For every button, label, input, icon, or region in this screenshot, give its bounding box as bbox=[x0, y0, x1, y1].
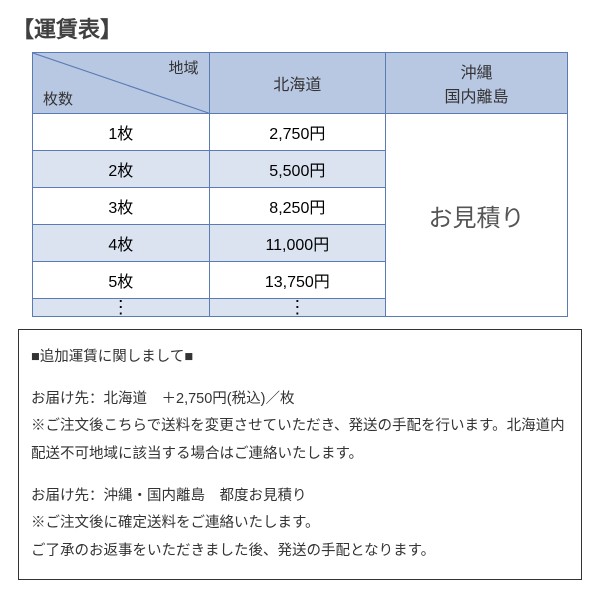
qty-cell: 1枚 bbox=[33, 114, 210, 151]
header-hokkaido: 北海道 bbox=[209, 53, 386, 114]
notes-line: ※ご注文後に確定送料をご連絡いたします。 bbox=[31, 510, 569, 538]
vdots-cell: ⋮ bbox=[209, 299, 386, 317]
price-cell: 5,500円 bbox=[209, 151, 386, 188]
vdots-cell: ⋮ bbox=[33, 299, 210, 317]
notes-heading: ■追加運賃に関しまして■ bbox=[31, 344, 569, 372]
header-region-label: 地域 bbox=[169, 57, 199, 78]
notes-line: お届け先：沖縄・国内離島 都度お見積り bbox=[31, 483, 569, 511]
notes-line: ※ご注文後こちらで送料を変更させていただき、発送の手配を行います。北海道内配送不… bbox=[31, 413, 569, 468]
header-okinawa: 沖縄 国内離島 bbox=[386, 53, 568, 114]
qty-cell: 2枚 bbox=[33, 151, 210, 188]
header-qty-label: 枚数 bbox=[43, 88, 73, 109]
qty-cell: 3枚 bbox=[33, 188, 210, 225]
diagonal-header-cell: 地域 枚数 bbox=[33, 53, 210, 114]
page-title: 【運賃表】 bbox=[12, 12, 588, 44]
fare-table-container: 地域 枚数 北海道 沖縄 国内離島 1枚 2,750円 お見積り 2枚 5,50… bbox=[32, 52, 568, 317]
table-row: 1枚 2,750円 お見積り bbox=[33, 114, 568, 151]
price-cell: 8,250円 bbox=[209, 188, 386, 225]
header-okinawa-line1: 沖縄 bbox=[390, 59, 563, 83]
header-okinawa-line2: 国内離島 bbox=[390, 83, 563, 107]
price-cell: 2,750円 bbox=[209, 114, 386, 151]
notes-line: ご了承のお返事をいただきました後、発送の手配となります。 bbox=[31, 538, 569, 566]
notes-line: お届け先：北海道 ＋2,750円(税込)／枚 bbox=[31, 386, 569, 414]
fare-table: 地域 枚数 北海道 沖縄 国内離島 1枚 2,750円 お見積り 2枚 5,50… bbox=[32, 52, 568, 317]
qty-cell: 5枚 bbox=[33, 262, 210, 299]
qty-cell: 4枚 bbox=[33, 225, 210, 262]
notes-box: ■追加運賃に関しまして■ お届け先：北海道 ＋2,750円(税込)／枚 ※ご注文… bbox=[18, 329, 582, 580]
price-cell: 13,750円 bbox=[209, 262, 386, 299]
price-cell: 11,000円 bbox=[209, 225, 386, 262]
estimate-cell: お見積り bbox=[386, 114, 568, 317]
table-header-row: 地域 枚数 北海道 沖縄 国内離島 bbox=[33, 53, 568, 114]
